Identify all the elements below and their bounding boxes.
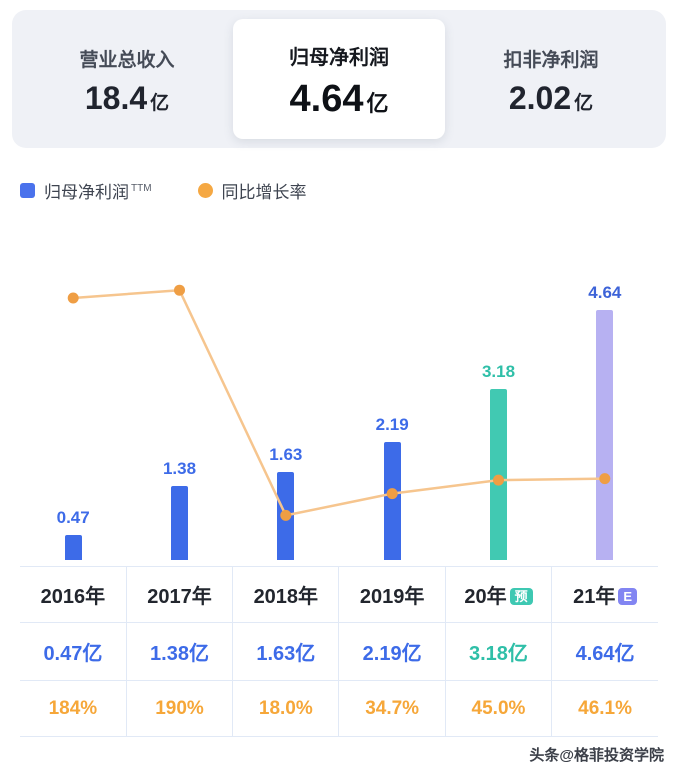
year-header-cell: 2018年 (232, 566, 340, 623)
metric-tab-deducted-net-profit[interactable]: 扣非净利润 2.02 亿 (445, 19, 657, 139)
data-table: 2016年 2017年 2018年 2019年 20年预 21年 E 0.47亿 1.38亿 1.… (20, 566, 658, 737)
growth-value-cell: 45.0% (444, 680, 553, 737)
legend-text: 归母净利润 (44, 182, 129, 202)
profit-value-cell: 0.47亿 (20, 622, 127, 681)
bar-value-label: 4.64 (588, 283, 622, 302)
metric-unit: 亿 (150, 92, 170, 114)
year-header-cell: 2017年 (125, 566, 234, 623)
growth-point-2017年 (174, 284, 185, 296)
profit-value-cell: 4.64亿 (551, 622, 658, 681)
legend-item-net-profit-ttm[interactable]: 归母净利润 TTM (20, 178, 152, 203)
bar-2019年[interactable] (383, 442, 401, 560)
bar-2018年[interactable] (277, 472, 295, 560)
bar-value-label: 0.47 (56, 508, 90, 527)
bar-20年预[interactable] (490, 389, 507, 560)
bar-value-label: 1.38 (162, 459, 197, 478)
profit-value-cell: 1.63亿 (232, 622, 340, 681)
chart-legend: 归母净利润 TTM 同比增长率 (20, 178, 678, 202)
year-label: 2019年 (359, 586, 425, 608)
legend-superscript: TTM (131, 182, 152, 194)
year-header-cell: 21年 E (551, 566, 658, 623)
legend-label: 归母净利润 TTM (44, 178, 152, 203)
metric-label: 营业总收入 (79, 49, 175, 71)
metric-value: 18.4 亿 (85, 82, 169, 114)
profit-value-cell: 2.19亿 (338, 622, 446, 681)
bar-2017年[interactable] (171, 486, 188, 560)
bar-21年E[interactable] (596, 310, 614, 560)
metric-number: 4.64 (289, 77, 364, 120)
year-label: 2016年 (40, 586, 106, 608)
growth-value-cell: 184% (20, 680, 127, 737)
growth-value-cell: 18.0% (232, 680, 340, 737)
metric-unit: 亿 (574, 92, 594, 114)
legend-text: 同比增长率 (221, 182, 307, 202)
forecast-badge: 预 (509, 588, 533, 605)
year-label: 21年 (573, 586, 616, 608)
metric-unit: 亿 (366, 90, 389, 116)
year-header-cell: 2019年 (338, 566, 446, 623)
growth-value-cell: 34.7% (338, 680, 446, 737)
bar-2016年[interactable] (64, 535, 82, 560)
metric-number: 18.4 (84, 79, 148, 116)
bar-value-label: 2.19 (375, 415, 409, 434)
metric-value: 4.64 亿 (290, 80, 389, 118)
legend-item-yoy-growth[interactable]: 同比增长率 (197, 178, 307, 203)
year-label: 2017年 (147, 586, 212, 608)
growth-polyline (73, 288, 605, 517)
growth-point-2016年 (67, 292, 79, 304)
metric-number: 2.02 (508, 79, 572, 116)
year-label: 20年 (464, 586, 507, 608)
year-label: 2018年 (253, 586, 319, 608)
metric-label: 归母净利润 (289, 46, 389, 69)
bar-value-label: 1.63 (269, 445, 303, 464)
metric-tabs: 营业总收入 18.4 亿归母净利润 4.64 亿扣非净利润 2.02 亿 (12, 10, 666, 148)
growth-value-cell: 190% (125, 680, 234, 737)
bar-value-label: 3.18 (481, 362, 516, 381)
metric-tab-net-profit[interactable]: 归母净利润 4.64 亿 (233, 19, 445, 139)
metric-value: 2.02 亿 (509, 82, 593, 114)
table-value-row: 0.47亿 1.38亿 1.63亿 2.19亿 3.18亿 4.64亿 (20, 622, 658, 681)
metric-tab-total-revenue[interactable]: 营业总收入 18.4 亿 (21, 19, 233, 139)
profit-value-cell: 1.38亿 (125, 622, 234, 681)
watermark: 头条@格菲投资学院 (529, 747, 664, 764)
year-header-cell: 20年预 (444, 566, 553, 623)
net-profit-ttm-swatch-icon (20, 182, 35, 198)
profit-value-cell: 3.18亿 (444, 622, 553, 681)
forecast-badge: E (618, 588, 638, 605)
legend-label: 同比增长率 (222, 178, 307, 203)
year-header-cell: 2016年 (20, 566, 127, 623)
metric-label: 扣非净利润 (503, 49, 599, 71)
growth-value-cell: 46.1% (551, 680, 658, 737)
yoy-growth-swatch-icon (197, 182, 213, 198)
table-header-row: 2016年 2017年 2018年 2019年 20年预 21年 E (20, 566, 658, 623)
table-growth-row: 184% 190% 18.0% 34.7% 45.0% 46.1% (20, 680, 658, 737)
profit-chart: 0.47 1.38 1.63 2.19 3.18 4.64 (20, 248, 658, 560)
